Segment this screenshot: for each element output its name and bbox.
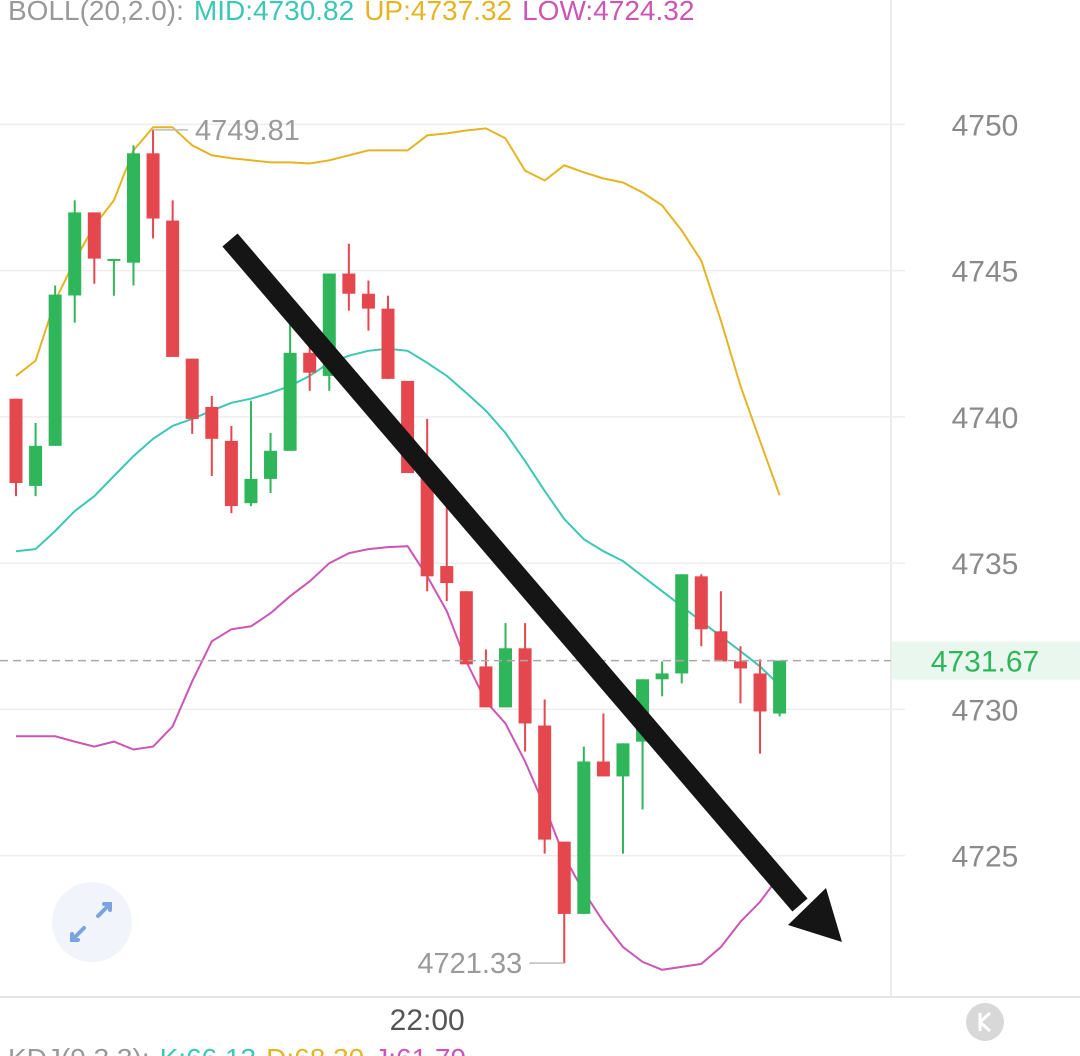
candle-body — [694, 576, 708, 630]
last-price-box — [892, 641, 1080, 680]
candle-body — [48, 294, 62, 446]
y-tick-label: 4740 — [952, 402, 1019, 435]
candle-body — [557, 841, 571, 914]
candle-body — [224, 440, 238, 507]
candle-body — [577, 761, 591, 914]
legend-label: UP: — [364, 0, 411, 26]
candle-body — [440, 566, 454, 584]
last-price-label: 4731.67 — [931, 646, 1039, 679]
expand-button[interactable] — [52, 882, 132, 962]
candle-body — [596, 761, 610, 777]
k-circle[interactable] — [966, 1003, 1004, 1041]
legend-value: 4737.32 — [411, 0, 512, 26]
kdj-name: KDJ(9,3,3): — [8, 1043, 150, 1056]
grid — [0, 123, 905, 857]
candle-body — [126, 153, 140, 263]
candles — [9, 129, 787, 964]
bollinger-lines — [15, 126, 781, 971]
x-tick-label: 22:00 — [390, 1004, 465, 1037]
low-label: 4721.33 — [417, 948, 522, 980]
bollinger-line — [16, 545, 781, 971]
candle-body — [185, 358, 199, 419]
candle-body — [381, 308, 395, 379]
legend-value: 4724.32 — [593, 0, 694, 26]
candle-body — [733, 661, 747, 669]
candle-body — [479, 666, 493, 708]
candle-body — [303, 352, 317, 373]
k-icon[interactable] — [978, 1011, 992, 1033]
bollinger-line — [15, 347, 781, 687]
candle-body — [655, 673, 669, 680]
legend-label: LOW: — [522, 0, 593, 26]
arrow-head — [788, 888, 842, 942]
trend-arrow — [222, 233, 842, 942]
kdj-legend: KDJ(9,3,3): K:66.13 D:68.30 J:61.79 — [8, 1043, 466, 1056]
legend-value: 4730.82 — [253, 0, 354, 26]
expand-icon[interactable] — [70, 902, 112, 942]
candle-body — [753, 673, 767, 712]
kdj-item: K:66.13 — [160, 1043, 257, 1056]
y-tick-label: 4735 — [952, 548, 1019, 581]
arrow-shaft — [222, 233, 808, 912]
candle-body — [714, 631, 728, 662]
candle-body — [9, 398, 23, 483]
kdj-item: D:68.30 — [266, 1043, 364, 1056]
candle-body — [264, 450, 278, 479]
y-tick-label: 4750 — [952, 109, 1019, 142]
candle-body — [675, 574, 689, 674]
candle-body — [107, 258, 121, 261]
candle-body — [459, 591, 473, 665]
candle-body — [342, 273, 356, 294]
candle-body — [773, 660, 787, 714]
candle-body — [518, 648, 532, 724]
candle-body — [420, 475, 434, 577]
candle-body — [361, 293, 375, 309]
candle-body — [538, 725, 552, 840]
candle-body — [244, 478, 258, 504]
kdj-item: J:61.79 — [374, 1043, 466, 1056]
candle-body — [87, 212, 101, 259]
indicator-legend: BOLL(20,2.0): MID:4730.82 UP:4737.32 LOW:47… — [8, 0, 694, 26]
candle-body — [166, 220, 180, 357]
candle-body — [205, 406, 219, 439]
k-button[interactable] — [966, 1003, 1004, 1041]
legend-label: MID: — [194, 0, 253, 26]
y-tick-label: 4725 — [952, 841, 1019, 874]
y-tick-label: 4730 — [952, 694, 1019, 727]
candle-body — [68, 212, 82, 296]
candle-body — [29, 445, 43, 486]
high-label: 4749.81 — [195, 115, 300, 147]
bollinger-line — [15, 126, 781, 496]
candle-body — [616, 743, 630, 777]
candle-body — [146, 153, 160, 219]
candle-body — [283, 352, 297, 451]
expand-circle[interactable] — [52, 882, 132, 962]
indicator-name: BOLL(20,2.0): — [8, 0, 184, 26]
candle-body — [499, 648, 512, 708]
y-tick-label: 4745 — [952, 256, 1019, 289]
